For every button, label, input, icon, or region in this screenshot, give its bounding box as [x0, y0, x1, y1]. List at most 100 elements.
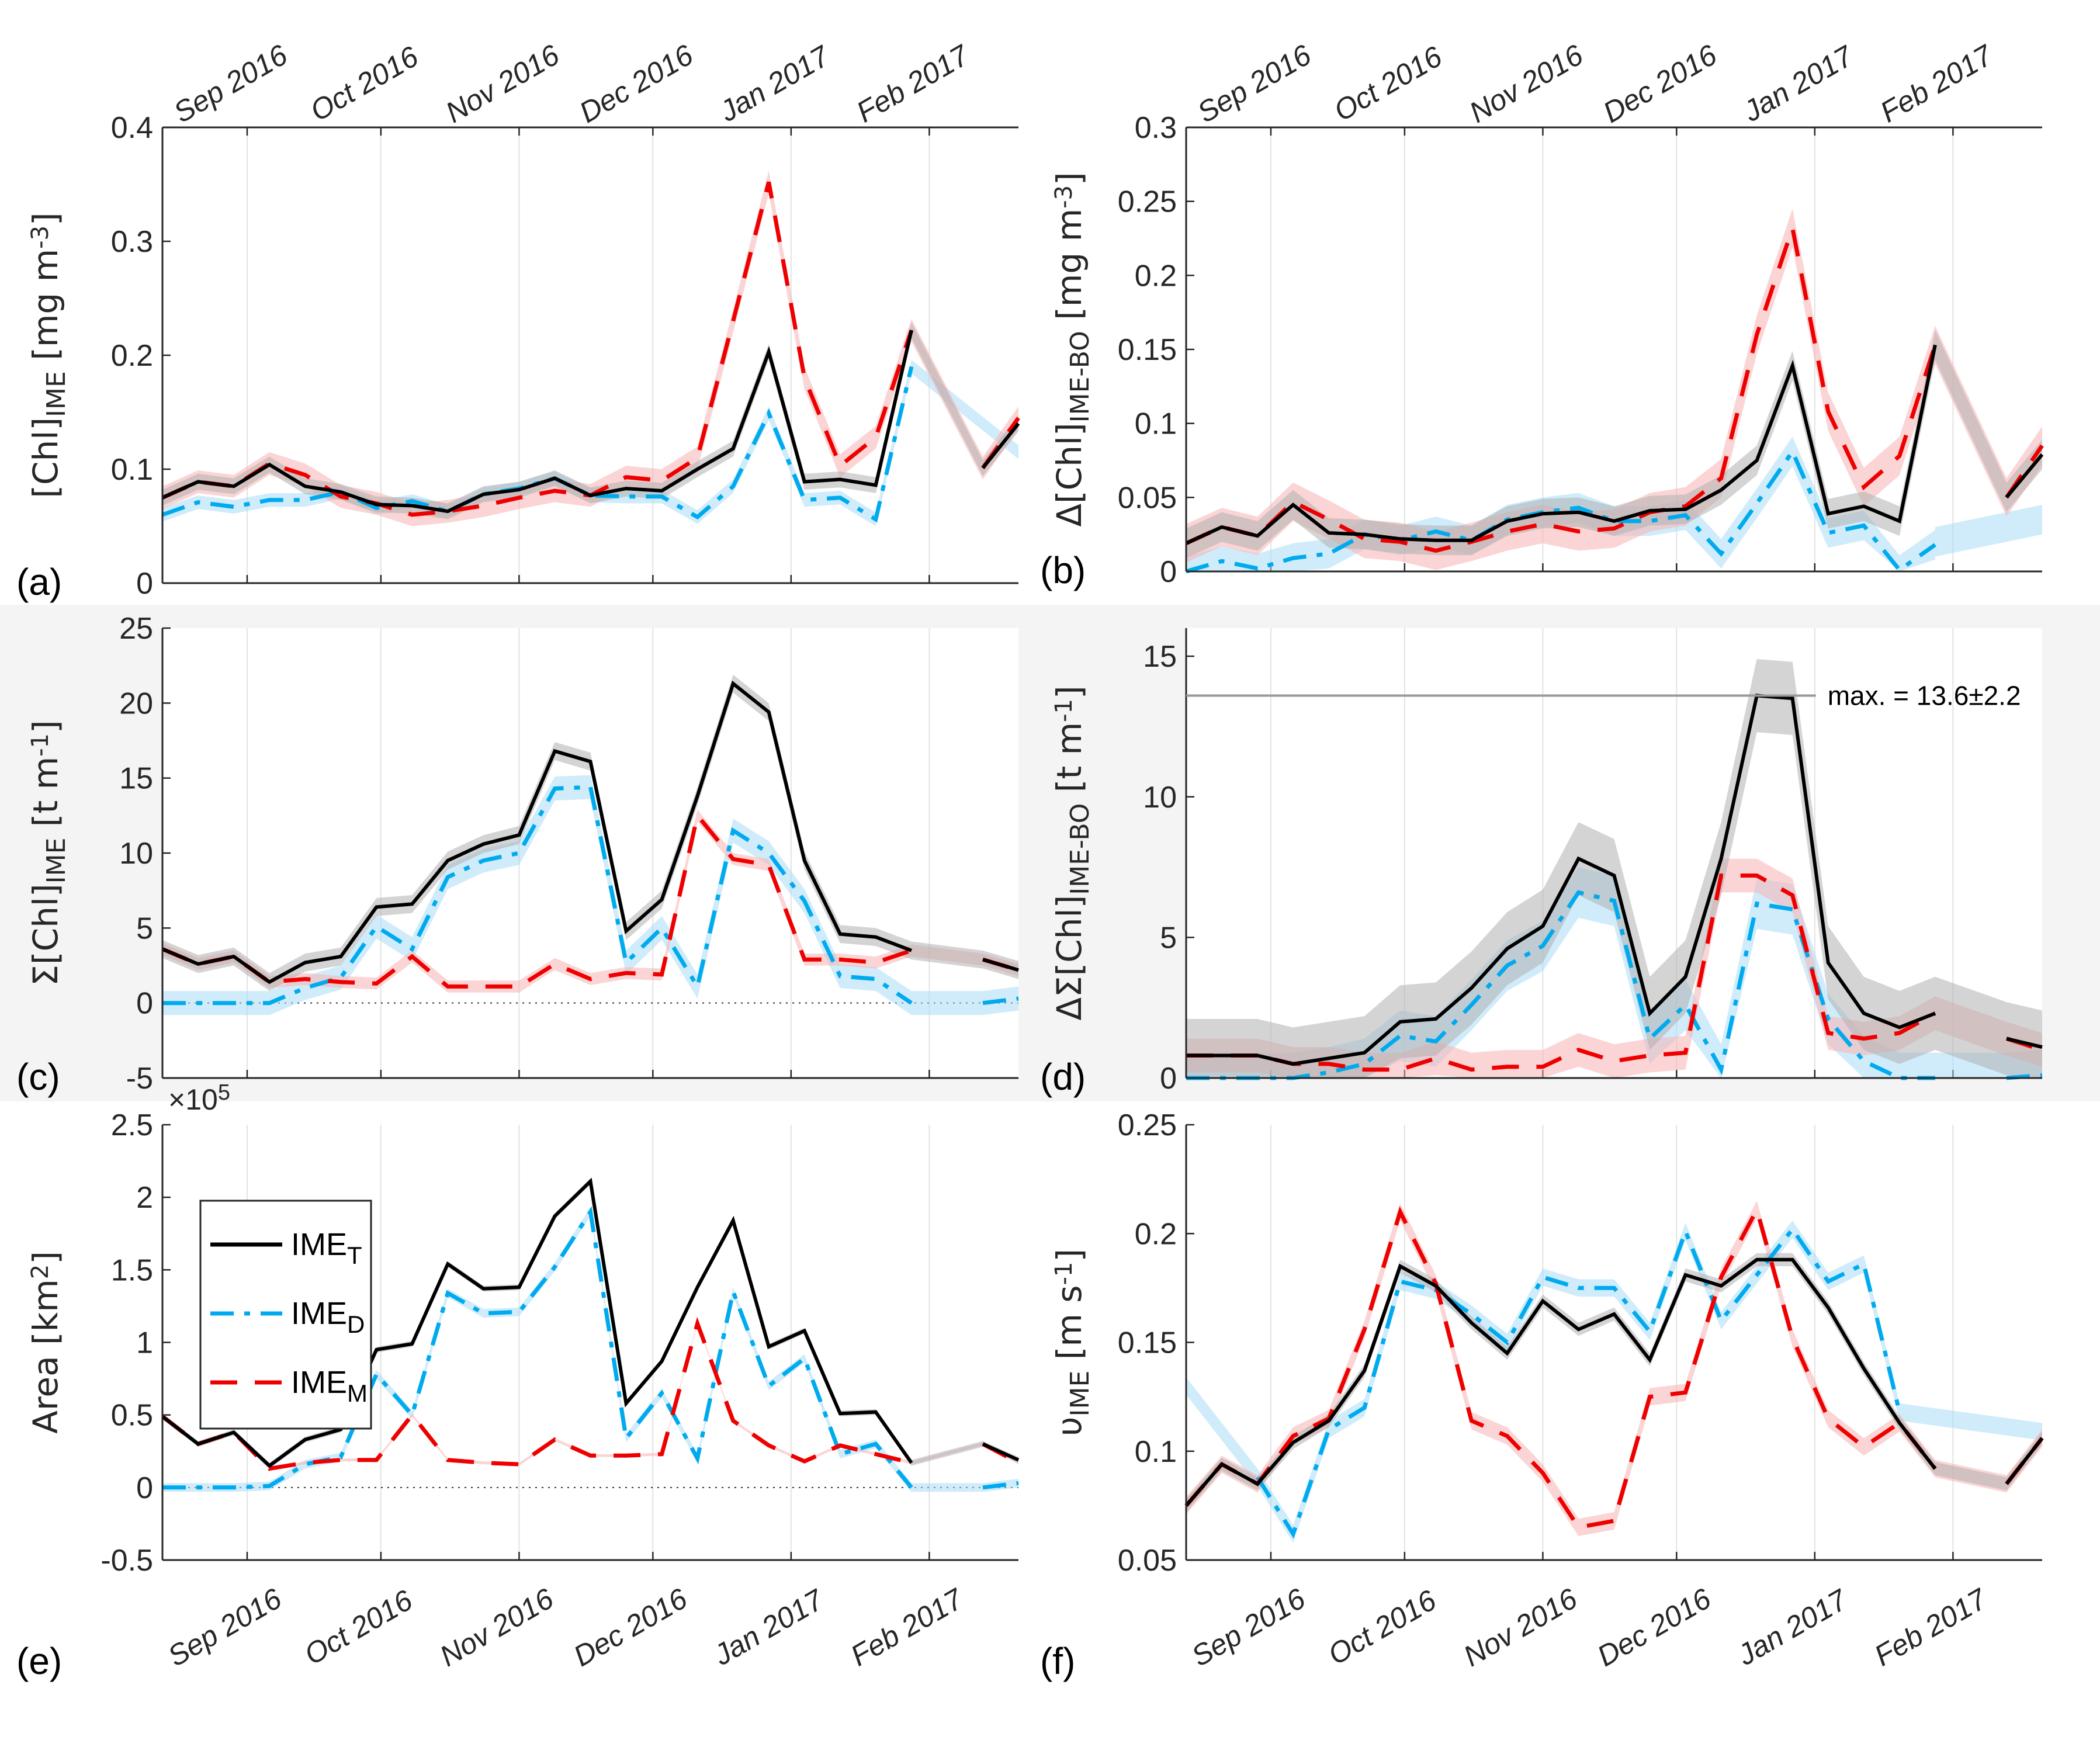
y-axis-label: υIME [m s-1]: [1049, 1249, 1095, 1436]
y-axis-label-part: IME: [41, 838, 71, 884]
y-tick-label: 0: [1160, 1062, 1177, 1096]
plot-area: [1186, 127, 2042, 571]
error-band-ime-m: [1186, 858, 2042, 1078]
x-tick-label: Feb 2017: [1874, 38, 1999, 129]
x-tick-label: Nov 2016: [1464, 38, 1589, 129]
series-line-ime-t: [1186, 694, 2043, 1066]
error-band-ime-d: [1935, 505, 2042, 557]
y-tick-label: 2.5: [111, 1108, 153, 1142]
y-axis-label-part: ΔΣ[Chl]: [1049, 895, 1089, 1021]
y-tick-label: 0.1: [111, 453, 153, 487]
y-tick-label: -0.5: [101, 1544, 153, 1578]
y-axis-label-part: ]: [1049, 1249, 1089, 1262]
x-tick-label: Sep 2016: [1186, 1582, 1311, 1673]
y-axis-label-part: IME-BO: [1065, 331, 1095, 422]
legend-label-subscript: D: [347, 1311, 365, 1338]
y-tick-label: 0: [136, 1471, 153, 1505]
x-tick-label: Nov 2016: [440, 38, 565, 129]
legend-label-base: IME: [291, 1365, 347, 1400]
y-axis-label-part: [t m: [26, 757, 65, 838]
y-axis-label-part: ]: [1049, 172, 1089, 185]
legend-label-subscript: M: [347, 1379, 368, 1407]
y-tick-label: 0.5: [111, 1399, 153, 1433]
y-axis-label: Δ[Chl]IME-BO [mg m-3]: [1049, 172, 1095, 526]
y-axis-label-part: -3: [27, 226, 54, 249]
x-tick-label: Jan 2017: [708, 1583, 830, 1672]
y-axis-label-part: -1: [1051, 699, 1077, 722]
y-axis-label-part: IME-BO: [1065, 803, 1095, 895]
y-tick-label: 0.15: [1118, 333, 1177, 367]
y-axis-label-part: ]: [26, 720, 65, 733]
y-tick-label: 5: [1160, 921, 1177, 955]
y-tick-label: 0.05: [1118, 481, 1177, 515]
y-axis-label-part: ]: [26, 1251, 65, 1264]
y-tick-label: 0.1: [1135, 407, 1177, 441]
x-tick-label: Feb 2017: [851, 38, 975, 129]
x-tick-label: Jan 2017: [713, 39, 836, 129]
panel-label: (f): [1040, 1640, 1075, 1682]
y-axis-label: Area [km2]: [26, 1251, 65, 1434]
plot-area: [1186, 1125, 2042, 1560]
panel-label: (d): [1040, 1056, 1086, 1098]
y-tick-label: 0.2: [1135, 259, 1177, 293]
y-tick-label: 10: [1143, 781, 1177, 814]
x-tick-label: Jan 2017: [1731, 1583, 1853, 1672]
y-axis-label-part: Σ[Chl]: [26, 883, 65, 986]
panel-f: Sep 2016 Oct 2016 Nov 2016 Dec 2016 Jan 2017…: [1040, 1108, 2042, 1682]
x-tick-label: Nov 2016: [1458, 1582, 1583, 1673]
x-tick-label: Sep 2016: [162, 1582, 287, 1673]
x-tick-label: Oct 2016: [305, 40, 424, 127]
y-tick-label: 0: [1160, 555, 1177, 589]
x-tick-label: Sep 2016: [1192, 38, 1317, 129]
y-tick-label: 10: [119, 837, 153, 871]
error-band-ime-d: [1186, 1220, 2042, 1543]
y-tick-label: 0: [136, 987, 153, 1021]
y-axis-label: [Chl]IME [mg m-3]: [26, 212, 71, 498]
x-tick-label: Sep 2016: [168, 38, 293, 129]
plot-area: [162, 127, 1018, 583]
y-tick-label: 5: [136, 911, 153, 945]
x-tick-label: Oct 2016: [1329, 40, 1448, 127]
y-axis-label-part: IME: [41, 371, 71, 417]
x-tick-label: Dec 2016: [1597, 38, 1723, 129]
x-tick-label: Dec 2016: [1592, 1582, 1717, 1673]
legend-label: IMEM: [291, 1365, 368, 1407]
series-line-ime-t: [1185, 344, 2044, 545]
x-tick-label: Oct 2016: [1323, 1583, 1442, 1671]
x-tick-label: Nov 2016: [434, 1582, 559, 1673]
panel-c: -5 0 5 10 15 20 25 Σ[Chl]IME [t m-1] (c): [16, 612, 1019, 1098]
error-band-ime-d: [162, 359, 912, 526]
y-axis-label: Σ[Chl]IME [t m-1]: [26, 720, 71, 986]
y-axis-label-part: 2: [27, 1264, 54, 1279]
panel-label: (e): [16, 1640, 62, 1682]
y-axis-label-part: [mg m: [1049, 209, 1089, 331]
y-tick-label: 20: [119, 687, 153, 720]
x-tick-label: Feb 2017: [845, 1582, 969, 1672]
series-line-ime-t: [1184, 1257, 2044, 1507]
y-tick-label: 0.25: [1118, 1108, 1177, 1142]
x-tick-label: Feb 2017: [1869, 1582, 1993, 1672]
y-tick-label: -5: [126, 1062, 153, 1096]
y-axis-label-part: -1: [1051, 1262, 1077, 1285]
y-axis-label-part: -1: [27, 733, 54, 757]
y-tick-label: 0.3: [1135, 111, 1177, 145]
legend-label: IMED: [291, 1296, 365, 1338]
x-tick-label: Oct 2016: [299, 1583, 418, 1671]
panel-a: Sep 2016 Oct 2016 Nov 2016 Dec 2016 Jan 2017…: [16, 38, 1020, 603]
y-tick-label: 0.05: [1118, 1544, 1177, 1578]
series-line-ime-t: [161, 1177, 1020, 1468]
plot-area: [162, 628, 1018, 1078]
legend-label-base: IME: [291, 1227, 347, 1262]
y-tick-label: 0.1: [1135, 1435, 1177, 1469]
y-multiplier: ×105: [168, 1080, 230, 1116]
y-tick-label: 0.25: [1118, 185, 1177, 219]
y-tick-label: 2: [136, 1181, 153, 1215]
y-tick-label: 0.3: [111, 225, 153, 259]
y-axis-label: ΔΣ[Chl]IME-BO [t m-1]: [1049, 685, 1095, 1020]
legend-label-base: IME: [291, 1296, 347, 1331]
y-axis-label-part: [t m: [1049, 722, 1089, 803]
series-line-ime-d: [162, 1206, 1019, 1490]
panel-d: 0 5 10 15 max. = 13.6±2.2 ΔΣ[Chl]IME-BO [t m-…: [1040, 628, 2043, 1098]
y-tick-label: 0: [136, 567, 153, 601]
panel-label: (a): [16, 561, 62, 603]
